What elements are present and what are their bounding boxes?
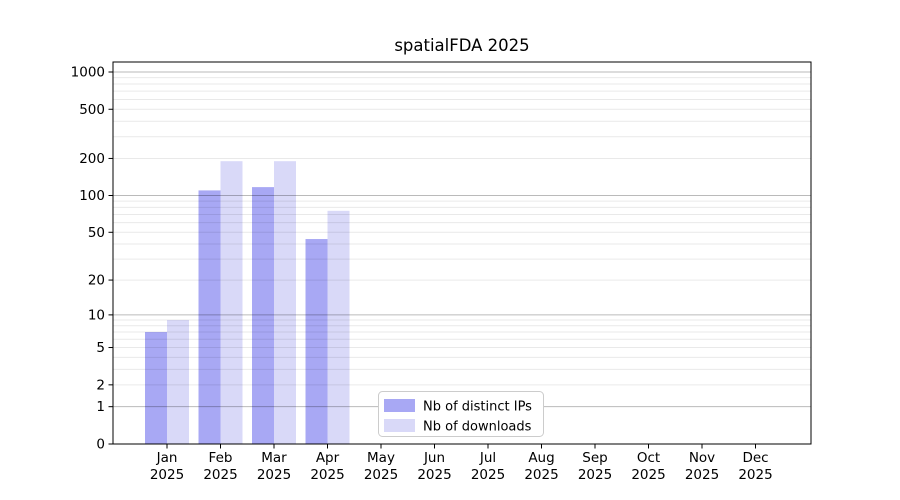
axes-frame <box>112 61 812 445</box>
x-tick-label-month: Apr <box>316 450 340 466</box>
x-tick-label-month: Feb <box>209 450 233 466</box>
chart-title: spatialFDA 2025 <box>394 36 529 55</box>
x-tick-label-year: 2025 <box>203 467 237 483</box>
bar-distinct-ips-apr <box>305 239 328 444</box>
y-tick-label: 5 <box>96 340 105 356</box>
x-tick-label-year: 2025 <box>578 467 612 483</box>
y-tick-label: 10 <box>88 307 105 323</box>
x-tick-label-month: Jan <box>156 450 178 466</box>
bar-distinct-ips-mar <box>252 187 274 445</box>
x-tick-label-year: 2025 <box>257 467 291 483</box>
y-tick-label: 500 <box>79 102 105 118</box>
legend-frame <box>378 391 544 437</box>
y-tick-label: 20 <box>88 273 105 289</box>
x-tick-label-month: Aug <box>528 450 554 466</box>
x-tick-label-month: Sep <box>582 450 607 466</box>
x-tick-label-month: Dec <box>742 450 768 466</box>
x-tick-label-year: 2025 <box>364 467 398 483</box>
y-tick-label: 200 <box>79 151 105 167</box>
legend-swatch-distinct-ips <box>384 399 415 412</box>
bar-downloads-apr <box>327 210 350 444</box>
y-tick-label: 0 <box>96 437 105 453</box>
legend-label-downloads: Nb of downloads <box>423 420 532 435</box>
y-tick-label: 2 <box>96 377 105 393</box>
bar-downloads-feb <box>220 161 243 444</box>
x-tick-label-year: 2025 <box>524 467 558 483</box>
bar-distinct-ips-feb <box>198 190 221 444</box>
y-tick-label: 50 <box>88 225 105 241</box>
x-tick-label-year: 2025 <box>150 467 184 483</box>
legend-label-distinct-ips: Nb of distinct IPs <box>423 400 532 415</box>
legend: Nb of distinct IPs Nb of downloads <box>378 391 544 437</box>
bar-downloads-mar <box>274 161 296 444</box>
y-tick-label: 1000 <box>71 65 105 81</box>
x-tick-label-year: 2025 <box>310 467 344 483</box>
x-tick-label-month: May <box>367 450 395 466</box>
legend-swatch-downloads <box>384 419 415 432</box>
x-tick-label-year: 2025 <box>417 467 451 483</box>
x-tick-label-month: Mar <box>261 450 287 466</box>
y-tick-label: 1 <box>96 399 105 415</box>
bar-downloads-jan <box>167 320 189 444</box>
x-tick-label-month: Jun <box>423 450 445 466</box>
x-tick-label-year: 2025 <box>685 467 719 483</box>
x-tick-label-month: Oct <box>637 450 660 466</box>
x-tick-label-month: Nov <box>689 450 715 466</box>
x-tick-label-year: 2025 <box>631 467 665 483</box>
x-tick-label-year: 2025 <box>471 467 505 483</box>
y-tick-label: 100 <box>79 188 105 204</box>
x-tick-label-year: 2025 <box>738 467 772 483</box>
x-tick-label-month: Jul <box>479 450 496 466</box>
bar-distinct-ips-jan <box>145 332 167 444</box>
